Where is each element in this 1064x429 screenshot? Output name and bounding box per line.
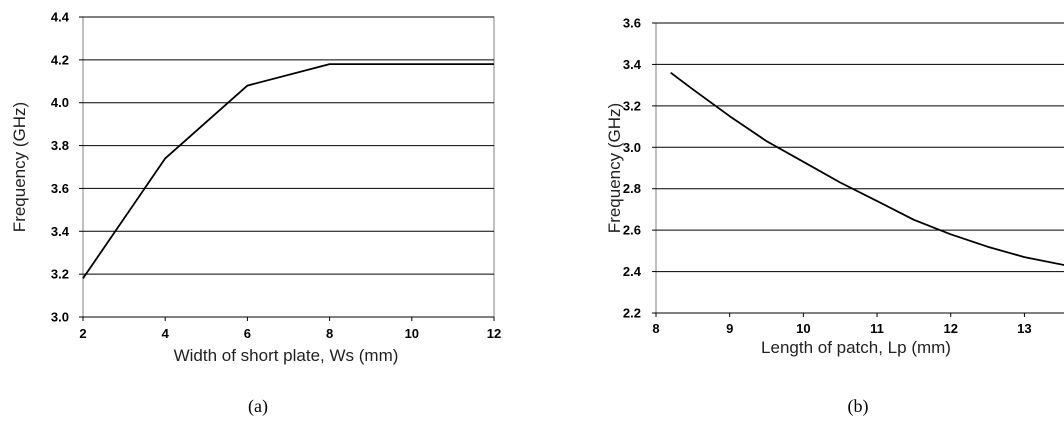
x-tick-label: 6: [244, 326, 251, 341]
panel-caption-b: (b): [848, 396, 869, 417]
x-tick-label: 2: [79, 326, 86, 341]
y-tick-label: 4.0: [51, 95, 69, 110]
x-axis-label: Width of short plate, Ws (mm): [174, 346, 399, 365]
x-tick-label: 12: [487, 326, 501, 341]
tick-marks: [652, 23, 1024, 317]
tick-marks: [79, 17, 494, 321]
y-tick-labels: 3.0 3.2 3.4 3.6 3.8 4.0 4.2 4.4: [51, 10, 70, 325]
y-tick-label: 3.4: [623, 57, 642, 72]
x-tick-label: 10: [796, 321, 810, 336]
y-tick-label: 3.6: [623, 16, 641, 31]
y-tick-label: 3.2: [623, 98, 641, 113]
panel-caption-a: (a): [248, 396, 268, 417]
y-tick-label: 3.0: [623, 140, 641, 155]
y-tick-label: 2.2: [623, 306, 641, 321]
x-tick-labels: 8 9 10 11 12 13: [652, 321, 1031, 336]
y-axis-label: Frequency (GHz): [605, 103, 624, 233]
gridlines: [83, 17, 494, 317]
x-tick-label: 8: [326, 326, 333, 341]
y-tick-label: 2.6: [623, 223, 641, 238]
y-tick-label: 4.2: [51, 52, 69, 67]
y-tick-label: 3.6: [51, 181, 69, 196]
x-tick-labels: 2 4 6 8 10 12: [79, 326, 501, 341]
x-tick-label: 12: [944, 321, 958, 336]
y-tick-label: 3.4: [51, 224, 70, 239]
y-tick-label: 4.4: [51, 10, 70, 25]
x-tick-label: 9: [726, 321, 733, 336]
chart-panel-a: 2 4 6 8 10 12 3.0 3.2 3.4 3.6 3.8 4.0 4.2 4.4 Width …: [10, 10, 501, 418]
y-tick-label: 2.4: [623, 264, 642, 279]
y-tick-labels: 2.2 2.4 2.6 2.8 3.0 3.2 3.4 3.6: [623, 16, 642, 321]
x-tick-label: 13: [1017, 321, 1031, 336]
frequency-vs-width-line: [83, 64, 494, 278]
y-tick-label: 2.8: [623, 181, 641, 196]
x-tick-label: 8: [652, 321, 659, 336]
x-tick-label: 11: [870, 321, 884, 336]
plot-area-frame: [83, 17, 494, 317]
plot-area-frame: [656, 23, 1064, 313]
x-tick-label: 10: [405, 326, 419, 341]
y-axis-label: Frequency (GHz): [10, 102, 29, 232]
y-tick-label: 3.8: [51, 138, 69, 153]
frequency-vs-length-line: [671, 73, 1064, 268]
gridlines: [656, 23, 1064, 313]
y-tick-label: 3.0: [51, 310, 69, 325]
chart-panel-b: 8 9 10 11 12 13 2.2 2.4 2.6 2.8 3.0 3.2 3.4 3.6 Leng…: [605, 16, 1064, 418]
x-tick-label: 4: [162, 326, 170, 341]
x-axis-label: Length of patch, Lp (mm): [761, 338, 951, 357]
y-tick-label: 3.2: [51, 267, 69, 282]
